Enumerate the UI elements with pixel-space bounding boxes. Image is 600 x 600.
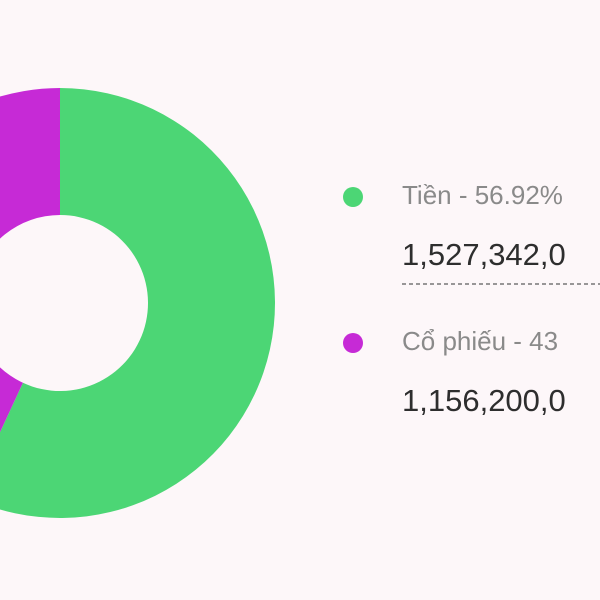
legend-amount: 1,527,342,0 [402, 237, 566, 272]
donut-segment[interactable] [0, 88, 60, 498]
legend-dot [343, 187, 363, 207]
legend-label: Cổ phiếu - 43 [402, 326, 558, 356]
legend-dot [343, 333, 363, 353]
legend-amount: 1,156,200,0 [402, 383, 566, 418]
legend-label: Tiền - 56.92% [402, 180, 563, 210]
donut-segment[interactable] [0, 88, 275, 518]
